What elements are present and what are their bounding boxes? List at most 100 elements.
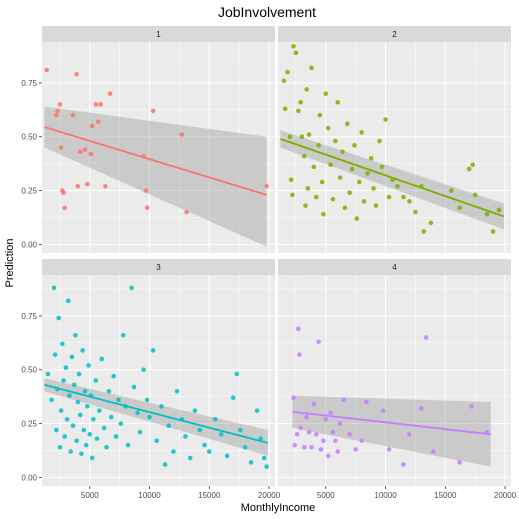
data-point bbox=[328, 162, 333, 168]
data-point bbox=[330, 429, 336, 435]
data-point bbox=[349, 166, 355, 172]
confidence-band bbox=[44, 378, 268, 456]
data-point bbox=[333, 138, 338, 144]
data-point bbox=[62, 434, 68, 439]
data-point bbox=[63, 365, 69, 370]
data-point bbox=[88, 151, 94, 157]
data-point bbox=[368, 155, 374, 161]
data-point bbox=[159, 404, 164, 409]
trend-line bbox=[292, 410, 491, 436]
data-point bbox=[144, 397, 150, 403]
data-point bbox=[287, 134, 293, 140]
data-point bbox=[484, 211, 490, 217]
data-point bbox=[386, 447, 392, 452]
data-point bbox=[144, 205, 150, 211]
data-point bbox=[125, 442, 131, 448]
data-point bbox=[325, 453, 331, 459]
data-point bbox=[64, 416, 70, 422]
x-tick-label: 20000 bbox=[494, 491, 517, 500]
data-point bbox=[264, 464, 269, 469]
data-point bbox=[97, 408, 102, 413]
data-point bbox=[342, 205, 348, 211]
data-point bbox=[109, 414, 114, 420]
data-point bbox=[184, 209, 189, 215]
data-point bbox=[62, 205, 68, 211]
data-point bbox=[49, 397, 54, 403]
data-point bbox=[413, 209, 418, 215]
data-point bbox=[116, 397, 121, 403]
data-point bbox=[311, 401, 317, 407]
facet-strip bbox=[278, 26, 511, 42]
data-point bbox=[75, 183, 81, 189]
data-point bbox=[224, 453, 230, 459]
y-tick-label: 0.75 bbox=[21, 79, 37, 88]
data-point bbox=[147, 414, 152, 420]
x-tick-label: 15000 bbox=[434, 491, 457, 500]
data-point bbox=[407, 199, 412, 204]
y-tick-label: 0.50 bbox=[21, 133, 37, 142]
data-point bbox=[67, 393, 72, 398]
data-point bbox=[129, 285, 134, 291]
data-point bbox=[301, 444, 307, 450]
data-point bbox=[89, 455, 95, 461]
data-point bbox=[71, 382, 77, 388]
data-point bbox=[303, 203, 308, 208]
data-point bbox=[290, 192, 295, 198]
data-point bbox=[261, 455, 267, 461]
data-point bbox=[365, 171, 370, 176]
data-point bbox=[57, 444, 63, 450]
data-point bbox=[328, 410, 333, 416]
data-point bbox=[319, 179, 325, 185]
data-point bbox=[113, 434, 119, 439]
gridlines bbox=[42, 275, 275, 486]
data-point bbox=[386, 194, 392, 200]
data-point bbox=[80, 348, 85, 353]
data-point bbox=[298, 99, 304, 105]
data-point bbox=[76, 371, 82, 377]
data-point bbox=[82, 388, 88, 394]
data-point bbox=[472, 192, 478, 198]
trend-line bbox=[280, 138, 505, 218]
x-tick-label: 10000 bbox=[138, 491, 161, 500]
data-point bbox=[313, 432, 319, 437]
data-point bbox=[335, 449, 341, 454]
data-point bbox=[401, 462, 406, 467]
data-point bbox=[428, 220, 434, 226]
y-tick-label: 0.50 bbox=[21, 366, 37, 375]
data-point bbox=[238, 427, 243, 433]
data-point bbox=[316, 339, 321, 345]
data-point bbox=[337, 175, 343, 180]
data-point bbox=[83, 442, 89, 448]
data-point bbox=[325, 125, 331, 131]
data-point bbox=[230, 395, 236, 401]
data-point bbox=[70, 112, 76, 118]
x-tick-label: 10000 bbox=[374, 491, 397, 500]
data-point bbox=[301, 153, 307, 159]
data-point bbox=[93, 378, 99, 383]
panel-background bbox=[42, 275, 275, 486]
data-point bbox=[419, 406, 424, 411]
y-tick-label: 0.25 bbox=[21, 187, 37, 196]
data-point bbox=[248, 460, 254, 465]
facet-strip bbox=[278, 259, 511, 275]
data-point bbox=[54, 427, 59, 433]
data-point bbox=[187, 455, 193, 461]
data-point bbox=[254, 408, 260, 413]
data-point bbox=[448, 188, 454, 193]
data-point bbox=[359, 438, 364, 444]
data-point bbox=[212, 416, 218, 422]
data-point bbox=[171, 449, 176, 454]
data-point bbox=[490, 229, 496, 234]
data-point bbox=[345, 121, 350, 127]
chart-title: JobInvolvement bbox=[218, 4, 316, 20]
y-tick-label: 0.75 bbox=[21, 312, 37, 321]
data-points bbox=[44, 67, 269, 215]
data-point bbox=[192, 408, 198, 413]
data-point bbox=[106, 388, 112, 394]
data-point bbox=[101, 425, 107, 431]
data-point bbox=[52, 352, 58, 357]
y-tick-label: 0.00 bbox=[21, 473, 37, 482]
y-axis-ticks: 0.00 0.25 0.50 0.75 0.00 0.25 0.50 0.75 bbox=[21, 79, 42, 482]
data-point bbox=[89, 123, 95, 129]
data-point bbox=[103, 183, 108, 189]
